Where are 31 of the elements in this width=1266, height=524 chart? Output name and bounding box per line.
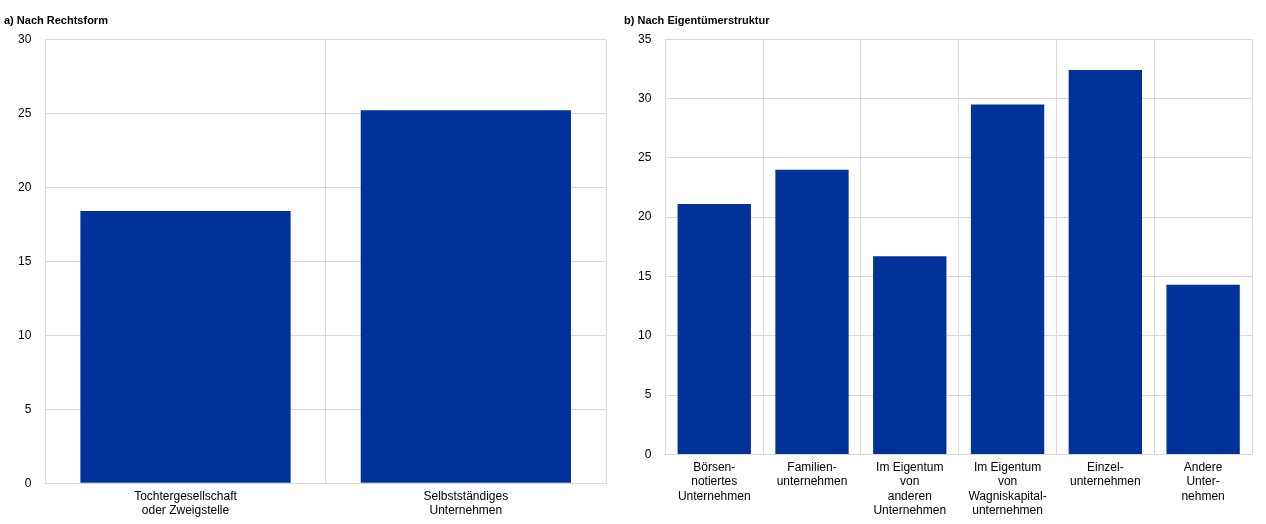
y-tick-label: 15 xyxy=(17,253,32,268)
y-tick-label: 15 xyxy=(637,268,652,283)
chart-title: b) Nach Eigentümerstruktur xyxy=(624,13,771,26)
x-tick-label: Börsen- notiertes Unternehmen xyxy=(677,459,751,503)
y-tick-label: 10 xyxy=(637,328,652,343)
bar xyxy=(873,256,947,454)
x-tick-label: Im Eigentum von anderen Unternehmen xyxy=(873,459,947,518)
y-tick-label: 30 xyxy=(637,90,652,105)
bar xyxy=(1166,284,1240,454)
y-tick-label: 5 xyxy=(24,401,32,416)
y-tick-label: 20 xyxy=(17,179,32,194)
x-tick-label: Einzel- unternehmen xyxy=(1069,459,1141,489)
y-tick-label: 35 xyxy=(637,31,652,46)
x-tick-label: Andere Unter- nehmen xyxy=(1181,459,1225,503)
y-tick-label: 5 xyxy=(644,387,652,402)
x-tick-label: Tochtergesellschaft oder Zweigstelle xyxy=(134,488,238,518)
chart-title: a) Nach Rechtsform xyxy=(4,13,109,26)
y-tick-label: 0 xyxy=(24,475,32,490)
bar xyxy=(677,204,751,454)
y-tick-label: 25 xyxy=(637,150,652,165)
bar xyxy=(1068,70,1142,454)
bar xyxy=(775,169,849,454)
x-tick-label: Selbstständiges Unternehmen xyxy=(423,488,509,518)
x-tick-label: Familien- unternehmen xyxy=(776,459,848,489)
y-tick-label: 30 xyxy=(17,31,32,46)
y-tick-label: 20 xyxy=(637,209,652,224)
x-tick-label: Im Eigentum von Wagniskapital- unternehmen xyxy=(968,459,1047,518)
y-tick-label: 0 xyxy=(644,446,652,461)
y-tick-label: 25 xyxy=(17,105,32,120)
bar xyxy=(970,104,1045,454)
y-tick-label: 10 xyxy=(17,327,32,342)
